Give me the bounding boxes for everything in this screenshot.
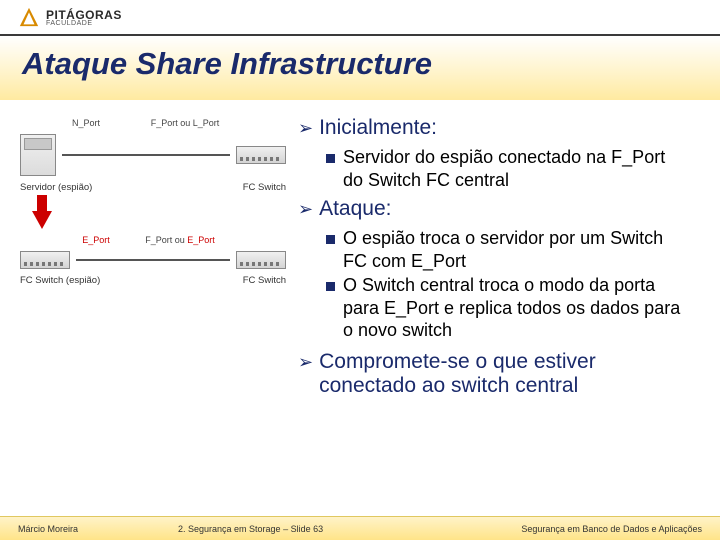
bullet-item: O Switch central troca o modo da porta p… [326, 274, 690, 342]
chevron-right-icon: ➢ [298, 199, 313, 220]
logo: PITÁGORAS FACULDADE [18, 6, 122, 28]
diagram-column: N_Port F_Port ou L_Port Servidor (espião… [10, 110, 290, 404]
slide-title: Ataque Share Infrastructure [22, 46, 698, 82]
server-icon [20, 134, 56, 176]
heading-text: Ataque: [319, 197, 391, 221]
chevron-right-icon: ➢ [298, 352, 313, 373]
content-area: N_Port F_Port ou L_Port Servidor (espião… [0, 100, 720, 404]
spy-switch-icon [20, 251, 70, 269]
switch-label: FC Switch [226, 182, 286, 193]
heading-text: Inicialmente: [319, 116, 437, 140]
red-down-arrow-icon [32, 211, 52, 229]
header-bar: PITÁGORAS FACULDADE [0, 0, 720, 36]
chevron-right-icon: ➢ [298, 118, 313, 139]
square-bullet-icon [326, 154, 335, 163]
bullet-text: Servidor do espião conectado na F_Port d… [343, 146, 690, 191]
diagram-before: N_Port F_Port ou L_Port Servidor (espião… [20, 118, 286, 193]
title-band: Ataque Share Infrastructure [0, 36, 720, 100]
text-column: ➢ Inicialmente: Servidor do espião conec… [290, 110, 710, 404]
switch-icon [236, 251, 286, 269]
heading-text: Compromete-se o que estiver conectado ao… [319, 350, 690, 398]
port-label-fport-eport: F_Port ou E_Port [130, 235, 230, 245]
port-label-fport: F_Port ou L_Port [140, 118, 230, 128]
bullet-text: O Switch central troca o modo da porta p… [343, 274, 690, 342]
spy-switch-label: FC Switch (espião) [20, 275, 130, 286]
footer-slide-info: 2. Segurança em Storage – Slide 63 [178, 524, 462, 534]
bullet-text: O espião troca o servidor por um Switch … [343, 227, 690, 272]
logo-triangle-icon [18, 6, 40, 28]
square-bullet-icon [326, 235, 335, 244]
port-label-eport: E_Port [76, 235, 116, 245]
port-label-nport: N_Port [66, 118, 106, 128]
wire-icon [62, 154, 230, 156]
square-bullet-icon [326, 282, 335, 291]
diagram-after: E_Port F_Port ou E_Port FC Switch (espiã… [20, 235, 286, 286]
section-heading: ➢ Inicialmente: [298, 116, 690, 140]
section-heading: ➢ Compromete-se o que estiver conectado … [298, 350, 690, 398]
footer-course: Segurança em Banco de Dados e Aplicações [462, 524, 702, 534]
port-right-eport: E_Port [187, 235, 215, 245]
bullet-item: Servidor do espião conectado na F_Port d… [326, 146, 690, 191]
switch-icon [236, 146, 286, 164]
server-label: Servidor (espião) [20, 182, 110, 193]
bullet-item: O espião troca o servidor por um Switch … [326, 227, 690, 272]
footer-bar: Márcio Moreira 2. Segurança em Storage –… [0, 516, 720, 540]
switch-label: FC Switch [226, 275, 286, 286]
wire-icon [76, 259, 230, 261]
section-heading: ➢ Ataque: [298, 197, 690, 221]
port-right-prefix: F_Port ou [145, 235, 187, 245]
footer-author: Márcio Moreira [18, 524, 178, 534]
